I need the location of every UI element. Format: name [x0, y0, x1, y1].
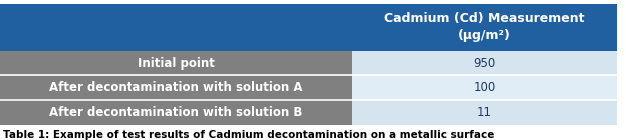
- Text: Table 1: Example of test results of Cadmium decontamination on a metallic surfac: Table 1: Example of test results of Cadm…: [3, 130, 495, 140]
- FancyBboxPatch shape: [0, 75, 352, 100]
- Text: 100: 100: [473, 81, 496, 94]
- FancyBboxPatch shape: [352, 51, 617, 75]
- Text: 11: 11: [477, 106, 492, 119]
- Text: After decontamination with solution B: After decontamination with solution B: [49, 106, 302, 119]
- FancyBboxPatch shape: [0, 100, 352, 125]
- Text: 950: 950: [473, 57, 496, 70]
- FancyBboxPatch shape: [0, 51, 352, 75]
- Text: Cadmium (Cd) Measurement
(µg/m²): Cadmium (Cd) Measurement (µg/m²): [384, 12, 585, 42]
- Text: After decontamination with solution A: After decontamination with solution A: [49, 81, 303, 94]
- FancyBboxPatch shape: [0, 4, 617, 51]
- Text: Initial point: Initial point: [138, 57, 214, 70]
- FancyBboxPatch shape: [352, 75, 617, 100]
- FancyBboxPatch shape: [352, 100, 617, 125]
